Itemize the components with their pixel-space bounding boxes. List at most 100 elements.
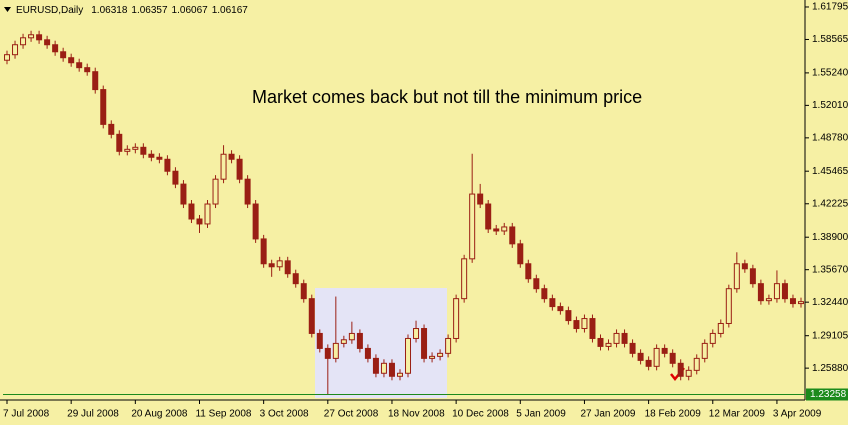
- candle-body: [260, 238, 267, 265]
- header: EURUSD,Daily 1.06318 1.06357 1.06067 1.06167: [16, 5, 248, 16]
- candle-body: [68, 57, 75, 64]
- candle-body: [653, 347, 660, 367]
- candle-body: [124, 148, 131, 152]
- candle-body: [204, 203, 211, 225]
- candle-body: [324, 347, 331, 359]
- candle-body: [380, 362, 387, 374]
- candle-body: [300, 283, 307, 300]
- x-tick-label: 27 Oct 2008: [324, 409, 379, 420]
- x-tick-label: 3 Apr 2009: [773, 409, 822, 420]
- candle-body: [701, 342, 708, 359]
- candle-body: [100, 89, 107, 125]
- candle-body: [28, 34, 35, 39]
- candle-body: [212, 178, 219, 205]
- candle-body: [797, 301, 804, 305]
- candle-body: [573, 320, 580, 330]
- candle-body: [20, 37, 27, 46]
- header-close: 1.06167: [212, 5, 249, 16]
- candle-body: [236, 158, 243, 180]
- candle-body: [493, 228, 500, 232]
- candle-body: [645, 359, 652, 367]
- candle-body: [581, 318, 588, 330]
- candle-body: [509, 226, 516, 245]
- annotation: Market comes back but not till the minim…: [252, 87, 642, 107]
- candle-body: [469, 193, 476, 260]
- y-tick-label: 1.32440: [812, 297, 848, 308]
- candle-body: [108, 123, 115, 135]
- candle-body: [741, 263, 748, 270]
- candle-body: [413, 328, 420, 339]
- candle-body: [637, 352, 644, 361]
- candle-body: [613, 332, 620, 344]
- candle-body: [789, 298, 796, 305]
- candle-body: [501, 226, 508, 232]
- y-tick-label: 1.38900: [812, 232, 848, 243]
- candle-body: [348, 332, 355, 341]
- y-tick-label: 1.42225: [812, 198, 848, 209]
- candle-body: [44, 39, 51, 46]
- candle-body: [709, 332, 716, 344]
- candle-body: [356, 332, 363, 349]
- header-open: 1.06318: [91, 5, 128, 16]
- candle-body: [541, 288, 548, 300]
- candle-body: [252, 203, 259, 240]
- x-tick-label: 10 Dec 2008: [452, 409, 509, 420]
- candle-body: [148, 153, 155, 158]
- candle-body: [565, 310, 572, 322]
- candle-body: [396, 372, 403, 377]
- candle-body: [340, 339, 347, 344]
- candle-body: [292, 273, 299, 285]
- candle-body: [677, 362, 684, 377]
- x-tick-label: 18 Nov 2008: [388, 409, 445, 420]
- candle-body: [669, 352, 676, 364]
- candle-body: [180, 183, 187, 205]
- y-tick-label: 1.25880: [812, 363, 848, 374]
- candle-body: [757, 283, 764, 302]
- candle-body: [749, 268, 756, 285]
- candle-body: [629, 342, 636, 354]
- x-tick-label: 12 Mar 2009: [709, 409, 766, 420]
- candle-body: [725, 288, 732, 324]
- y-tick-label: 1.45465: [812, 166, 848, 177]
- candle-body: [220, 153, 227, 180]
- candle-body: [372, 357, 379, 374]
- candle-body: [685, 369, 692, 377]
- candle-body: [36, 34, 43, 41]
- candle-body: [388, 362, 395, 377]
- candle-body: [765, 298, 772, 302]
- x-tick-label: 11 Sep 2008: [195, 409, 251, 420]
- candle-body: [316, 332, 323, 349]
- candle-body: [172, 170, 179, 185]
- candle-body: [364, 347, 371, 359]
- candle-body: [156, 156, 163, 160]
- x-tick-label: 29 Jul 2008: [67, 409, 119, 420]
- candle-body: [453, 298, 460, 339]
- candle-body: [196, 218, 203, 225]
- candle-body: [188, 203, 195, 220]
- current-price-label: 1.23258: [810, 389, 847, 400]
- candle-body: [605, 342, 612, 347]
- y-tick-label: 1.52010: [812, 100, 848, 111]
- candle-body: [268, 263, 275, 268]
- collapse-arrow: [4, 7, 11, 12]
- candle-body: [557, 306, 564, 312]
- candle-body: [12, 44, 19, 56]
- candle-body: [485, 203, 492, 230]
- header-low: 1.06067: [172, 5, 209, 16]
- y-tick-label: 1.35670: [812, 264, 848, 275]
- candle-body: [244, 178, 251, 205]
- candle-body: [781, 283, 788, 300]
- y-tick-label: 1.29105: [812, 330, 848, 341]
- candle-body: [661, 347, 668, 354]
- current-price-box: [806, 388, 848, 401]
- y-tick-label: 1.58565: [812, 34, 848, 45]
- header-high: 1.06357: [131, 5, 168, 16]
- y-tick-label: 1.61795: [812, 2, 848, 13]
- candle-body: [276, 260, 283, 268]
- candle-body: [693, 357, 700, 371]
- x-tick-label: 3 Oct 2008: [260, 409, 309, 420]
- candle-body: [132, 146, 139, 150]
- candle-body: [461, 258, 468, 300]
